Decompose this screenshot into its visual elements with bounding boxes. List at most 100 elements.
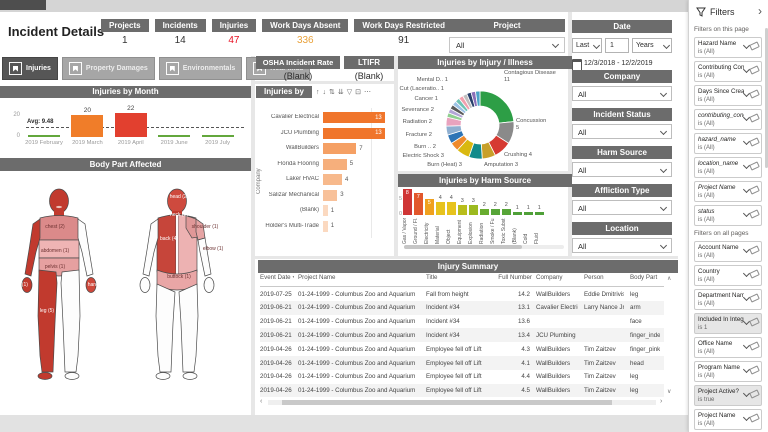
bar-blank[interactable] [513,211,522,215]
bar-cavalier-electrical[interactable] [323,112,385,123]
bar-wallbuilders[interactable] [323,143,357,154]
bar-material[interactable] [436,202,445,215]
bar-2019-february[interactable] [28,134,60,137]
tab-injuries[interactable]: Injuries [2,57,58,80]
date-count-input[interactable]: 1 [605,38,629,53]
filter-funnel-icon[interactable]: ▽ [346,89,353,96]
filter-card-project-active[interactable]: Project Active? is true [694,385,762,406]
bar-toxic-subst[interactable] [502,208,511,215]
bar-explosion[interactable] [469,205,478,215]
filter-card-program-name[interactable]: Program Name is (All) [694,361,762,382]
table-cell: Fall from height [426,290,469,298]
bar-laker-hvac[interactable] [323,174,342,185]
scroll-right-icon[interactable]: › [660,398,663,405]
table-row[interactable]: 2019-07-25 01-24-1999 - Columbus Zoo and … [260,287,664,301]
filter-card-contributing-condition[interactable]: contributing_condition_is (All) [694,109,762,130]
front-body-figure[interactable] [12,188,107,383]
bar-holder-s-multi-trade[interactable] [323,220,328,232]
slicer-dropdown-location[interactable]: All [572,238,672,253]
table-cell: 01-24-1999 - Columbus Zoo and Aquarium [298,318,416,326]
bar-radiation[interactable] [480,208,489,215]
filter-field-name: hazard_name [698,136,736,143]
slicer-dropdown-company[interactable]: All [572,86,672,101]
bar-object[interactable] [447,202,456,215]
bar-2019-june[interactable] [158,134,191,137]
drill-mode-icon[interactable]: ⇊ [337,89,344,96]
filter-card-hazard-name[interactable]: Hazard Name is (All) [694,37,762,58]
filter-card-office-name[interactable]: Office Name is (All) [694,337,762,358]
column-header-project-name[interactable]: Project Name [298,274,336,281]
bar-electricity[interactable] [425,199,434,215]
filter-card-contributing-condition[interactable]: Contributing Conditionis (All) [694,61,762,82]
column-header-body-part[interactable]: Body Part [630,274,658,281]
back-body-figure[interactable] [130,188,225,383]
bar-gas-vapor[interactable] [403,189,412,215]
bar-equipment[interactable] [458,205,467,215]
bar-2019-april[interactable] [114,113,147,137]
donut-slice-item[interactable] [475,90,481,107]
date-unit-dropdown[interactable]: Years [632,38,672,53]
donut-slice-contagious-disease[interactable] [479,90,515,124]
bar-cold[interactable] [524,211,533,215]
focus-mode-icon[interactable]: ⊡ [355,89,362,96]
drill-up-icon[interactable]: ↑ [316,88,320,96]
filter-card-days-since-creation[interactable]: Days Since Creationis (All) [694,85,762,106]
table-cell: leg [630,387,639,395]
scroll-up-icon[interactable]: ∧ [667,276,672,282]
filter-card-status[interactable]: status is (All) [694,205,762,226]
bar-2019-july[interactable] [201,134,234,137]
filter-card-location-name[interactable]: location_name is (All) [694,157,762,178]
table-row[interactable]: 2019-04-26 01-24-1999 - Columbus Zoo and … [260,342,664,356]
chevron-down-icon [659,165,668,174]
kpi-card-work-days-absent[interactable]: Work Days Absent 336 [262,19,349,46]
project-slicer-dropdown[interactable]: All [449,37,565,53]
bar-smoke-fu[interactable] [491,208,500,215]
table-row[interactable]: 2019-04-26 01-24-1999 - Columbus Zoo and … [260,369,664,384]
bar-ground-fl[interactable] [414,192,423,215]
column-header-full-number[interactable]: Full Number [498,274,532,281]
horizontal-scrollbar[interactable] [404,245,522,249]
drill-down-icon[interactable]: ↓ [322,88,327,96]
table-row[interactable]: 2019-06-21 01-24-1999 - Columbus Zoo and … [260,328,664,343]
slicer-dropdown-harm-source[interactable]: All [572,162,672,177]
table-row[interactable]: 2019-04-26 01-24-1999 - Columbus Zoo and … [260,356,664,370]
table-cell [584,332,624,340]
slicer-dropdown-affliction-type[interactable]: All [572,200,672,215]
kpi-card-incidents[interactable]: Incidents 14 [154,19,206,46]
bar-jcu-plumbing[interactable] [323,127,385,139]
scroll-down-icon[interactable]: ∨ [667,389,672,395]
date-mode-dropdown[interactable]: Last [572,38,602,53]
bar-2019-march[interactable] [71,115,104,137]
more-options-icon[interactable]: ⋯ [364,89,372,96]
column-header-person[interactable]: Person [584,274,604,281]
filter-card-included-in-integration[interactable]: Included In Integration?is 1 [694,313,762,334]
table-row[interactable]: 2019-06-21 01-24-1999 - Columbus Zoo and … [260,300,664,315]
horizontal-scrollbar[interactable] [282,400,612,405]
collapse-pane-icon[interactable]: › [758,4,762,18]
scroll-left-icon[interactable]: ‹ [260,398,263,405]
filter-card-project-name[interactable]: Project Name is (All) [694,409,762,430]
tab-property-damages[interactable]: Property Damages [61,57,155,80]
filter-card-country[interactable]: Country is (All) [694,265,762,286]
filter-card-account-name[interactable]: Account Name is (All) [694,241,762,262]
kpi-card-projects[interactable]: Projects 1 [101,19,149,46]
column-header-event-date[interactable]: Event Date [260,274,294,284]
pane-scrollbar[interactable] [765,28,768,168]
column-header-company[interactable]: Company [536,274,563,281]
bar-florida-flooring[interactable] [323,158,347,170]
filter-card-project-name[interactable]: Project Name is (All) [694,181,762,202]
kpi-card-injuries[interactable]: Injuries 47 [211,19,257,46]
bar-salizar-mechanical[interactable] [323,189,338,201]
table-row[interactable]: 2019-04-26 01-24-1999 - Columbus Zoo and … [260,383,664,398]
expand-levels-icon[interactable]: ⇅ [329,89,335,96]
filter-card-hazard-name[interactable]: hazard_name is (All) [694,133,762,154]
column-header-title[interactable]: Title [426,274,438,281]
table-row[interactable]: 2019-06-21 01-24-1999 - Columbus Zoo and … [260,314,664,329]
bar-fluid[interactable] [535,211,544,215]
slicer-dropdown-incident-status[interactable]: All [572,124,672,139]
kpi-card-work-days-restricted[interactable]: Work Days Restricted 91 [354,19,453,46]
bar-blank[interactable] [323,205,328,216]
donut-callout-cut-laceratio-1: Cut (Laceratio.. 1 [399,86,444,92]
filter-card-department-name[interactable]: Department Name is (All) [694,289,762,310]
tab-environmentals[interactable]: Environmentals [158,57,243,80]
